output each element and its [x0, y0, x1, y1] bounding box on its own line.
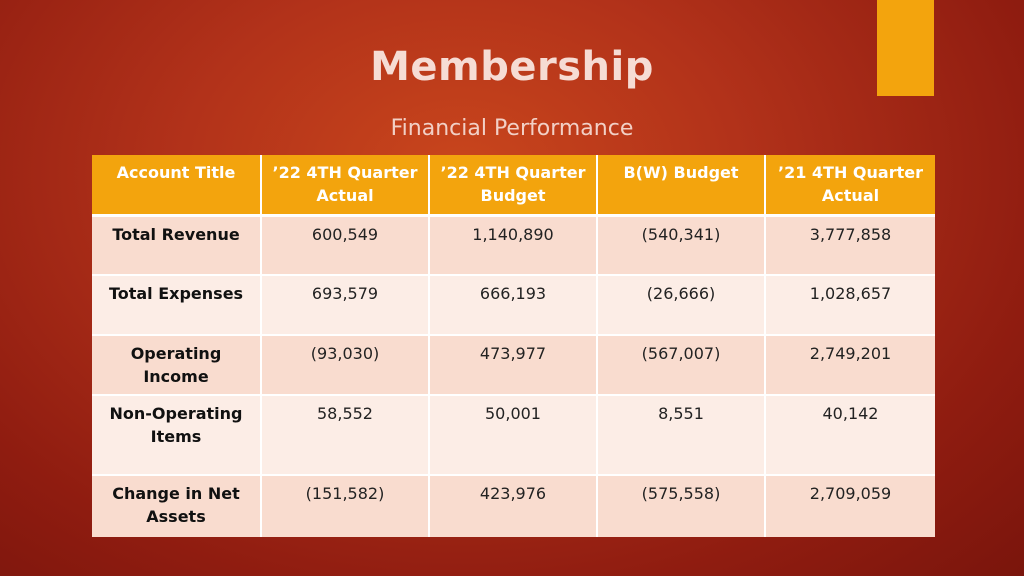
- cell-value: 2,749,201: [809, 344, 892, 363]
- table-row: Non-Operating Items 58,552 50,001 8,551 …: [92, 395, 935, 475]
- financial-table: Account Title ’22 4TH Quarter Actual ’22…: [92, 155, 935, 537]
- cell-value: 600,549: [261, 215, 430, 275]
- header-21-actual: ’21 4TH Quarter Actual: [778, 163, 923, 205]
- table-header-row: Account Title ’22 4TH Quarter Actual ’22…: [92, 155, 935, 215]
- cell-value: 693,579: [261, 275, 430, 335]
- cell-value: 666,193: [429, 275, 598, 335]
- cell-value: 3,777,858: [809, 224, 892, 244]
- table-row: Total Expenses 693,579 666,193 (26,666) …: [92, 275, 935, 335]
- cell-value: (151,582): [261, 475, 430, 537]
- cell-value: 423,976: [429, 475, 598, 537]
- row-label: Total Expenses: [92, 275, 262, 335]
- slide-subtitle: Financial Performance: [390, 116, 634, 141]
- row-label: Operating Income: [92, 335, 262, 395]
- row-label: Non-Operating Items: [92, 395, 262, 475]
- slide-title: Membership: [370, 44, 654, 90]
- accent-block: [877, 0, 934, 96]
- cell-value: 2,709,059: [809, 484, 892, 503]
- cell-value: 1,028,657: [809, 284, 892, 303]
- table-row: Total Revenue 600,549 1,140,890 (540,341…: [92, 215, 935, 275]
- cell-value: (575,558): [597, 475, 766, 537]
- cell-value: 50,001: [429, 395, 598, 475]
- header-22-budget: ’22 4TH Quarter Budget: [429, 155, 598, 215]
- table-row: Change in Net Assets (151,582) 423,976 (…: [92, 475, 935, 537]
- cell-value: 58,552: [261, 395, 430, 475]
- cell-value: 8,551: [597, 395, 766, 475]
- header-bw-budget: B(W) Budget: [597, 155, 766, 215]
- cell-value: 40,142: [822, 404, 879, 423]
- header-account-title: Account Title: [92, 155, 262, 215]
- cell-value: 1,140,890: [429, 215, 598, 275]
- table-row: Operating Income (93,030) 473,977 (567,0…: [92, 335, 935, 395]
- cell-value: 473,977: [429, 335, 598, 395]
- cell-value: (540,341): [597, 215, 766, 275]
- header-22-actual: ’22 4TH Quarter Actual: [261, 155, 430, 215]
- cell-value: (93,030): [261, 335, 430, 395]
- cell-value: (26,666): [597, 275, 766, 335]
- row-label: Change in Net Assets: [92, 475, 262, 537]
- row-label: Total Revenue: [92, 215, 262, 275]
- cell-value: (567,007): [597, 335, 766, 395]
